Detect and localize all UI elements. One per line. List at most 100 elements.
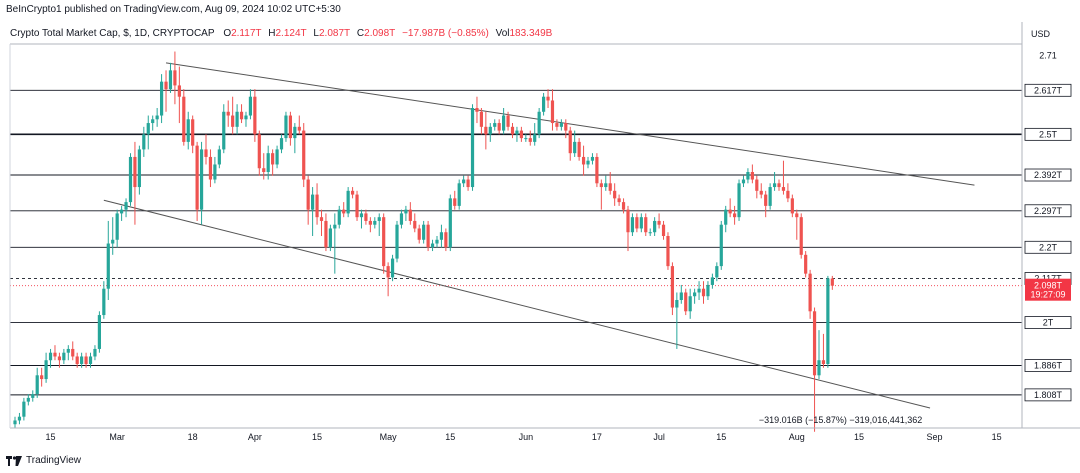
x-tick-label: Apr [248, 432, 262, 442]
currency-label[interactable]: USD [1031, 29, 1051, 39]
candle-body [830, 278, 834, 286]
candle-body [31, 394, 35, 398]
candle-body [635, 217, 639, 229]
candle-body [741, 179, 746, 184]
candle-body [502, 115, 506, 131]
candle-body [497, 123, 501, 131]
candle-body [191, 119, 195, 146]
candle-body [821, 360, 826, 364]
level-label-box [1024, 388, 1072, 402]
candle-body [715, 266, 719, 278]
candle-body [413, 220, 417, 229]
candle-body [670, 266, 675, 308]
x-tick-label: Jul [653, 432, 665, 442]
candle-body [359, 213, 364, 218]
candle-body [546, 96, 550, 101]
candle-body [88, 356, 93, 364]
candle-body [559, 123, 563, 127]
x-tick-label: 15 [312, 432, 322, 442]
time-axis[interactable]: 15 Mar 18 Apr 15 May 15 Jun 17 Jul 15 Aug 15 Sep 15 [46, 432, 1002, 442]
candle-body [479, 111, 484, 127]
candle-body [159, 81, 164, 116]
candle-body [786, 190, 790, 199]
candle-body [97, 315, 101, 349]
horizontal-levels [10, 89, 1022, 396]
candle-body [57, 356, 62, 361]
candle-body [13, 420, 17, 425]
level-label-box [1024, 127, 1072, 141]
candle-body [768, 187, 772, 206]
candle-body [75, 356, 79, 364]
candle-body [195, 145, 199, 210]
candle-body [395, 224, 399, 259]
publisher-line: BeInCrypto1 published on TradingView.com… [6, 4, 341, 15]
drop-annotation: −319.016B (−15.87%) −319,016,441,362 [759, 415, 922, 425]
candle-body [204, 149, 208, 157]
candle-body [439, 232, 444, 240]
candle-body [568, 130, 572, 154]
candle-body [408, 209, 412, 221]
candle-body [239, 111, 244, 120]
trend-line [103, 199, 931, 409]
candle-body [324, 220, 328, 248]
x-tick-label: 15 [992, 432, 1002, 442]
low-value: 2.087T [318, 28, 351, 39]
candle-body [404, 209, 408, 214]
candle-body [182, 96, 186, 142]
candle-body [804, 254, 808, 274]
candle-body [199, 149, 204, 210]
candle-body [541, 96, 546, 112]
x-tick-label: 15 [854, 432, 864, 442]
candle-body [364, 213, 368, 221]
candle-body [666, 236, 670, 267]
candle-body [550, 100, 555, 124]
candle-body [444, 232, 448, 248]
candle-body [355, 194, 359, 218]
candle-body [26, 397, 30, 402]
candle-body [781, 187, 786, 191]
x-tick-label: Sep [926, 432, 942, 442]
level-label: 1.808T [1034, 390, 1063, 400]
candle-body [213, 164, 217, 180]
candle-body [133, 156, 137, 188]
candle-body [808, 273, 812, 312]
candle-body [17, 416, 22, 421]
candle-body [426, 224, 430, 248]
x-tick-label: 15 [716, 432, 726, 442]
x-tick-label: May [380, 432, 398, 442]
candle-body [719, 224, 723, 267]
candle-body [115, 213, 119, 240]
x-tick-label: 15 [445, 432, 455, 442]
candle-body [648, 232, 652, 234]
candle-body [168, 70, 173, 90]
candle-body [346, 190, 350, 214]
candle-body [573, 141, 577, 154]
candle-body [186, 119, 190, 142]
candle-body [684, 292, 688, 312]
price-axis[interactable]: 2.617T 2.5T 2.392T 2.297T 2.2T 2.117T 2T 1.886T… [9, 22, 1080, 429]
candle-body [142, 134, 146, 150]
candle-body [693, 292, 697, 297]
candle-body [306, 179, 310, 210]
candle-body [66, 348, 70, 353]
candle-body [630, 217, 635, 233]
candle-body [555, 123, 559, 127]
candle-body [795, 213, 799, 218]
x-tick-label: Aug [789, 432, 805, 442]
candles[interactable] [13, 51, 834, 432]
candle-body [826, 278, 830, 364]
candle-body [577, 141, 581, 157]
candle-body [328, 228, 332, 248]
candle-body [235, 111, 239, 127]
candle-body [688, 296, 692, 312]
candle-body [288, 115, 293, 139]
close-label: C [356, 28, 365, 39]
candle-body [435, 239, 439, 244]
candle-body [106, 243, 110, 289]
candle-body [315, 194, 319, 218]
level-label-box [1024, 168, 1072, 182]
x-tick-label: Mar [109, 432, 125, 442]
candle-body [422, 224, 426, 240]
level-label: 2.117T [1034, 274, 1062, 284]
